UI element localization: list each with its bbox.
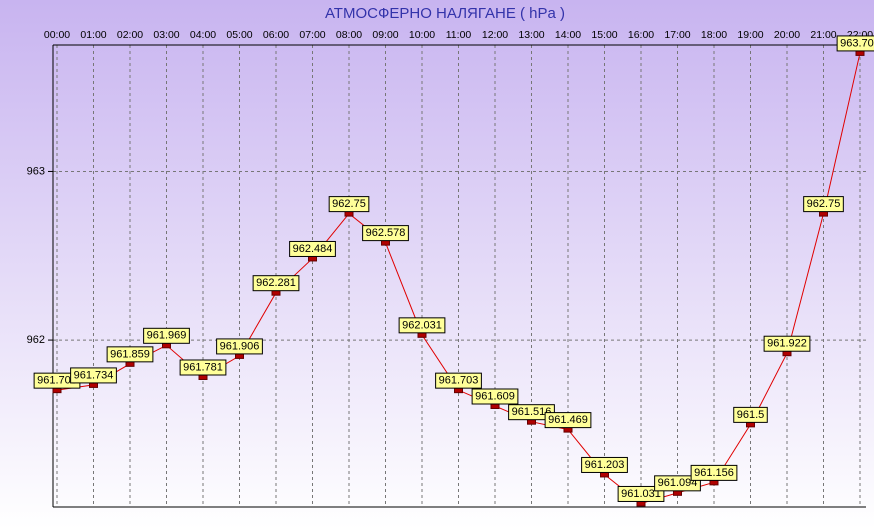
x-tick-label: 04:00 (190, 29, 216, 41)
value-label-box (617, 485, 665, 502)
value-label: 961.703 (439, 375, 479, 387)
value-label: 961.5 (737, 409, 765, 421)
x-tick-label: 00:00 (44, 29, 70, 41)
x-tick-label: 16:00 (628, 29, 654, 41)
value-label-box (471, 388, 519, 405)
value-label: 962.75 (332, 198, 366, 210)
value-label: 961.203 (585, 459, 625, 471)
x-tick-label: 15:00 (591, 29, 617, 41)
value-label-box (544, 412, 592, 429)
value-label: 962.484 (293, 243, 333, 255)
x-tick-label: 17:00 (664, 29, 690, 41)
x-tick-label: 07:00 (299, 29, 325, 41)
x-tick-label: 20:00 (774, 29, 800, 41)
x-tick-label: 02:00 (117, 29, 143, 41)
value-label-box (690, 464, 738, 481)
x-tick-label: 13:00 (518, 29, 544, 41)
chart-title: АТМОСФЕРНО НАЛЯГАНЕ ( hPa ) (325, 5, 565, 22)
x-tick-label: 09:00 (372, 29, 398, 41)
x-tick-label: 10:00 (409, 29, 435, 41)
x-tick-label: 14:00 (555, 29, 581, 41)
x-tick-label: 05:00 (226, 29, 252, 41)
value-label: 961.703 (37, 375, 77, 387)
value-label: 961.516 (512, 406, 552, 418)
value-label-box (252, 275, 300, 292)
value-label-box (70, 367, 117, 384)
value-label: 961.969 (147, 330, 187, 342)
value-label: 961.734 (74, 369, 114, 381)
value-label: 962.578 (366, 227, 406, 239)
value-label-box (763, 335, 811, 352)
value-label: 961.609 (475, 390, 515, 402)
value-label: 961.094 (658, 477, 698, 489)
value-label-box (179, 359, 227, 376)
value-label: 961.906 (220, 340, 260, 352)
x-tick-label: 03:00 (153, 29, 179, 41)
value-label-box (803, 196, 844, 213)
value-label: 962.75 (807, 198, 841, 210)
value-label-box (362, 225, 409, 242)
x-tick-label: 12:00 (482, 29, 508, 41)
value-label-box (581, 456, 628, 473)
value-label: 961.781 (183, 361, 223, 373)
value-label: 962.031 (402, 319, 442, 331)
value-label: 963.703 (840, 37, 874, 49)
value-label: 961.922 (767, 338, 807, 350)
x-tick-label: 19:00 (737, 29, 763, 41)
x-tick-label: 01:00 (80, 29, 106, 41)
y-tick-label: 962 (27, 334, 45, 346)
value-label-box (836, 35, 874, 52)
x-tick-label: 18:00 (701, 29, 727, 41)
value-label: 961.859 (110, 348, 150, 360)
value-label-box (435, 372, 482, 389)
value-label: 961.469 (548, 414, 588, 426)
value-label-box (654, 475, 701, 492)
value-label-box (328, 196, 370, 213)
value-label: 962.281 (256, 277, 296, 289)
value-label-box (106, 346, 154, 363)
value-label-box (216, 338, 263, 355)
value-label-box (733, 406, 768, 423)
value-label: 961.156 (694, 467, 734, 479)
x-tick-label: 08:00 (336, 29, 362, 41)
x-tick-label: 11:00 (446, 29, 472, 41)
x-tick-label: 06:00 (263, 29, 289, 41)
value-label: 961.031 (621, 488, 661, 500)
y-tick-label: 963 (27, 165, 45, 177)
x-tick-label: 21:00 (810, 29, 836, 41)
value-label-box (143, 327, 190, 344)
value-label-box (289, 240, 336, 257)
value-label-box (398, 317, 446, 334)
